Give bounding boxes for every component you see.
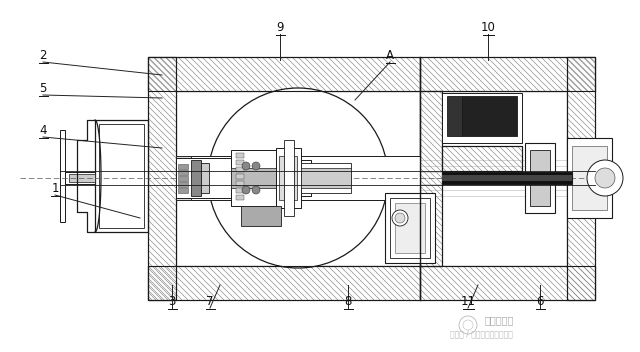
Bar	[178, 176, 188, 181]
Bar	[525, 143, 555, 213]
Bar	[236, 167, 244, 172]
Text: 头条号 / 机械公社力机械而生: 头条号 / 机械公社力机械而生	[450, 329, 513, 339]
Bar	[567, 57, 595, 300]
Bar	[567, 138, 612, 218]
Bar	[442, 146, 522, 171]
Circle shape	[242, 186, 250, 194]
Bar	[420, 91, 442, 266]
Bar	[65, 172, 95, 184]
Circle shape	[392, 210, 408, 226]
Bar	[148, 57, 176, 300]
Bar	[148, 57, 176, 300]
Bar	[301, 168, 351, 188]
Bar	[178, 182, 188, 187]
Circle shape	[587, 160, 623, 196]
Bar	[231, 160, 311, 196]
Bar	[420, 266, 595, 300]
Bar	[276, 148, 301, 208]
Text: 3: 3	[168, 295, 176, 308]
Bar	[231, 168, 311, 188]
Bar	[191, 160, 201, 196]
Circle shape	[252, 162, 260, 170]
Text: 4: 4	[39, 124, 47, 137]
Text: A: A	[386, 49, 394, 62]
Text: 6: 6	[536, 295, 544, 308]
Bar	[567, 57, 595, 300]
Circle shape	[242, 162, 250, 170]
Bar	[390, 198, 430, 258]
Bar	[176, 158, 231, 198]
Bar	[420, 57, 595, 91]
Bar	[201, 163, 209, 193]
Bar	[241, 206, 281, 226]
Bar	[530, 150, 550, 206]
Text: 机械公社图: 机械公社图	[485, 315, 515, 325]
Bar	[462, 96, 517, 136]
Bar	[420, 266, 595, 300]
Text: 5: 5	[39, 82, 47, 95]
Circle shape	[208, 88, 388, 268]
Bar	[148, 57, 420, 91]
Bar	[148, 57, 420, 91]
Bar	[236, 160, 244, 165]
Bar	[176, 156, 420, 200]
Circle shape	[395, 213, 405, 223]
Bar	[395, 203, 425, 253]
Bar	[178, 164, 188, 169]
Bar	[60, 130, 65, 222]
Bar	[178, 170, 188, 175]
Bar	[447, 96, 462, 136]
Bar	[385, 193, 435, 263]
Bar	[420, 91, 567, 266]
Bar	[301, 163, 351, 193]
Bar	[284, 140, 294, 216]
Bar	[69, 174, 95, 182]
Text: 9: 9	[276, 21, 284, 34]
Bar	[442, 172, 572, 184]
Bar	[176, 91, 420, 266]
Bar	[148, 266, 420, 300]
Bar	[236, 181, 244, 186]
Bar	[236, 195, 244, 200]
Text: 7: 7	[206, 295, 214, 308]
Bar	[442, 93, 522, 143]
Text: 2: 2	[39, 49, 47, 62]
Text: 11: 11	[461, 295, 476, 308]
Bar	[99, 124, 144, 228]
Bar	[236, 188, 244, 193]
Bar	[236, 153, 244, 158]
Bar	[442, 175, 572, 181]
Bar	[420, 57, 595, 91]
Bar	[236, 174, 244, 179]
Bar	[442, 146, 522, 171]
Circle shape	[595, 168, 615, 188]
Text: 10: 10	[481, 21, 495, 34]
Bar	[572, 146, 607, 210]
Bar	[95, 120, 148, 232]
Bar	[279, 156, 297, 200]
Bar	[176, 156, 191, 200]
Bar	[148, 266, 420, 300]
Bar	[178, 188, 188, 193]
Text: 1: 1	[51, 182, 59, 195]
Text: 8: 8	[344, 295, 352, 308]
Bar	[420, 91, 442, 266]
Bar	[231, 150, 276, 206]
Circle shape	[252, 186, 260, 194]
